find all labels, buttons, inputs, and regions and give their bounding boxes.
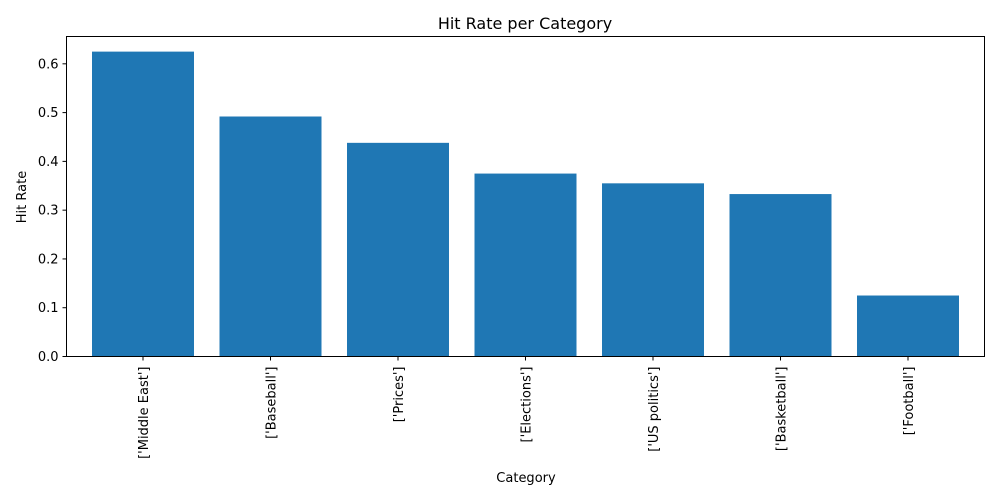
x-tick-label: ['Prices'] xyxy=(392,367,407,423)
bar xyxy=(92,51,194,357)
x-tick-label: ['Elections'] xyxy=(520,367,535,443)
y-axis-label: Hit Rate xyxy=(15,171,30,223)
y-axis-ticks: 0.0 0.1 0.2 0.3 0.4 0.5 0.6 xyxy=(38,57,67,365)
y-tick-label: 0.1 xyxy=(38,301,59,316)
x-axis-ticks: ['Middle East'] ['Baseball'] ['Prices'] ['E… xyxy=(137,356,917,459)
bar xyxy=(857,295,959,357)
bars-group xyxy=(92,51,959,357)
x-tick-label: ['Basketball'] xyxy=(775,367,790,452)
y-tick-label: 0.4 xyxy=(38,155,59,170)
x-axis-label: Category xyxy=(496,471,556,486)
y-tick-label: 0.5 xyxy=(38,106,59,121)
y-tick-label: 0.3 xyxy=(38,204,59,219)
bar xyxy=(729,194,832,357)
y-tick-label: 0.0 xyxy=(38,350,59,365)
x-tick-label: ['US politics'] xyxy=(647,367,662,452)
x-tick-label: ['Baseball'] xyxy=(265,367,280,439)
y-tick-label: 0.2 xyxy=(38,252,59,267)
bar xyxy=(474,173,577,357)
bar xyxy=(347,142,449,357)
y-tick-label: 0.6 xyxy=(38,57,59,72)
x-tick-label: ['Middle East'] xyxy=(137,367,152,459)
x-tick-label: ['Football'] xyxy=(902,367,917,436)
bar xyxy=(219,116,322,357)
chart-title: Hit Rate per Category xyxy=(438,14,612,33)
plot-frame xyxy=(66,36,985,357)
bar xyxy=(602,183,704,357)
